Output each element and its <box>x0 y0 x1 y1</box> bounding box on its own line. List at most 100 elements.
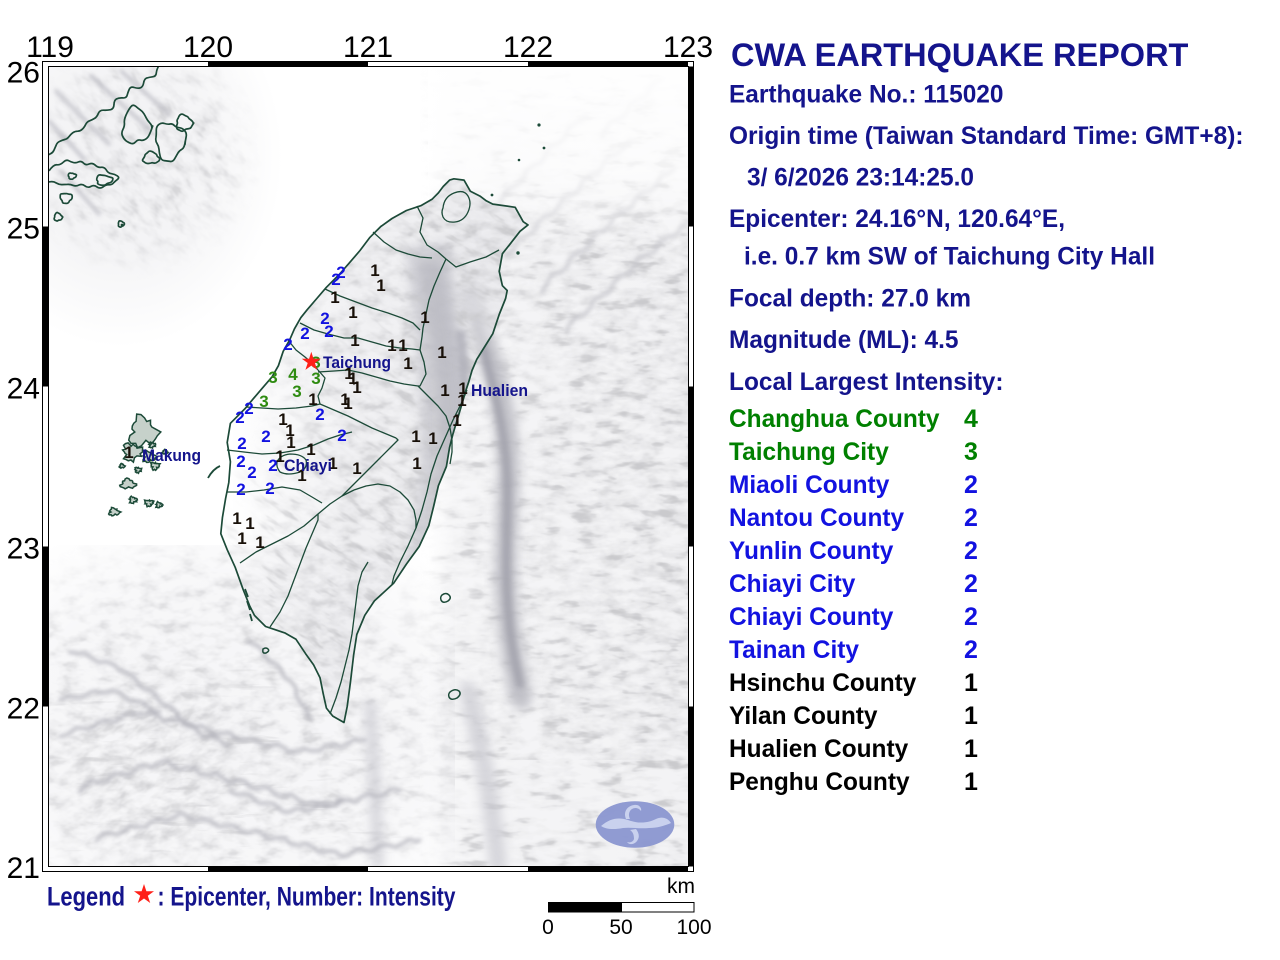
svg-text:Taichung: Taichung <box>323 354 391 372</box>
svg-text:: Epicenter, Number: Intensity: : Epicenter, Number: Intensity <box>158 882 456 912</box>
svg-text:Makung: Makung <box>142 447 201 465</box>
svg-text:2: 2 <box>324 322 333 341</box>
svg-text:1: 1 <box>420 308 429 327</box>
svg-text:1: 1 <box>411 427 420 446</box>
svg-text:Local Largest Intensity:: Local Largest Intensity: <box>729 368 1004 396</box>
svg-text:2: 2 <box>964 537 978 565</box>
svg-text:1: 1 <box>348 369 357 388</box>
svg-text:1: 1 <box>376 276 385 295</box>
svg-text:1: 1 <box>278 410 287 429</box>
svg-text:2: 2 <box>964 570 978 598</box>
svg-text:4: 4 <box>288 365 298 384</box>
svg-text:3: 3 <box>964 438 978 466</box>
svg-text:1: 1 <box>387 336 396 355</box>
svg-text:119: 119 <box>26 31 74 64</box>
svg-text:122: 122 <box>503 31 553 64</box>
svg-text:1: 1 <box>398 336 407 355</box>
svg-text:Chiayi County: Chiayi County <box>729 603 893 631</box>
svg-text:km: km <box>667 875 695 898</box>
svg-text:1: 1 <box>245 514 254 533</box>
svg-text:Chiayi: Chiayi <box>284 457 332 475</box>
svg-text:1: 1 <box>350 331 359 350</box>
svg-text:1: 1 <box>452 411 461 430</box>
svg-text:1: 1 <box>964 768 978 796</box>
svg-text:1: 1 <box>458 379 467 398</box>
svg-text:1: 1 <box>232 509 241 528</box>
svg-text:1: 1 <box>286 433 295 452</box>
svg-text:Epicenter: 24.16°N, 120.64°E,: Epicenter: 24.16°N, 120.64°E, <box>729 205 1065 233</box>
svg-text:CWA EARTHQUAKE REPORT: CWA EARTHQUAKE REPORT <box>731 37 1189 73</box>
svg-text:2: 2 <box>964 603 978 631</box>
svg-text:2: 2 <box>268 456 277 475</box>
svg-text:25: 25 <box>7 212 40 245</box>
svg-text:1: 1 <box>412 454 421 473</box>
svg-text:1: 1 <box>403 354 412 373</box>
svg-text:Chiayi City: Chiayi City <box>729 570 855 598</box>
svg-text:Taichung City: Taichung City <box>729 438 889 466</box>
svg-text:1: 1 <box>348 303 357 322</box>
svg-text:Focal depth: 27.0 km: Focal depth: 27.0 km <box>729 285 971 313</box>
svg-text:1: 1 <box>457 391 466 410</box>
svg-text:2: 2 <box>235 408 244 427</box>
svg-text:2: 2 <box>315 405 324 424</box>
svg-text:Yilan County: Yilan County <box>729 702 878 730</box>
svg-text:2: 2 <box>244 399 253 418</box>
svg-text:Penghu County: Penghu County <box>729 768 910 796</box>
svg-text:Miaoli County: Miaoli County <box>729 471 889 499</box>
svg-text:100: 100 <box>676 916 711 939</box>
svg-text:1: 1 <box>344 364 353 383</box>
svg-text:1: 1 <box>306 440 315 459</box>
svg-text:24: 24 <box>7 372 40 405</box>
svg-text:2: 2 <box>964 636 978 664</box>
svg-text:2: 2 <box>283 335 292 354</box>
svg-text:2: 2 <box>337 426 346 445</box>
svg-text:120: 120 <box>183 31 233 64</box>
svg-text:Earthquake No.: 115020: Earthquake No.: 115020 <box>729 81 1004 109</box>
svg-text:3: 3 <box>311 353 320 372</box>
svg-text:3: 3 <box>268 368 277 387</box>
svg-text:50: 50 <box>609 916 632 939</box>
svg-text:1: 1 <box>440 381 449 400</box>
svg-text:Hsinchu County: Hsinchu County <box>729 669 916 697</box>
svg-text:Tainan City: Tainan City <box>729 636 859 664</box>
svg-text:Nantou County: Nantou County <box>729 504 904 532</box>
svg-text:Hualien County: Hualien County <box>729 735 908 763</box>
svg-text:Changhua County: Changhua County <box>729 405 940 433</box>
svg-text:1: 1 <box>308 390 317 409</box>
svg-text:2: 2 <box>336 263 345 282</box>
svg-text:1: 1 <box>237 529 246 548</box>
svg-text:2: 2 <box>320 309 329 328</box>
svg-text:0: 0 <box>542 916 554 939</box>
svg-text:1: 1 <box>964 702 978 730</box>
svg-text:i.e. 0.7 km SW of Taichung Cit: i.e. 0.7 km SW of Taichung City Hall <box>744 243 1155 271</box>
svg-text:1: 1 <box>370 261 379 280</box>
svg-text:2: 2 <box>261 427 270 446</box>
svg-text:Hualien: Hualien <box>471 382 528 400</box>
svg-text:1: 1 <box>285 421 294 440</box>
svg-text:26: 26 <box>7 56 40 89</box>
svg-text:2: 2 <box>236 452 245 471</box>
svg-text:1: 1 <box>328 454 337 473</box>
svg-text:123: 123 <box>663 31 713 64</box>
svg-text:Magnitude (ML): 4.5: Magnitude (ML): 4.5 <box>729 326 959 354</box>
svg-text:2: 2 <box>236 480 245 499</box>
svg-text:21: 21 <box>7 852 40 885</box>
svg-text:1: 1 <box>964 735 978 763</box>
svg-text:3: 3 <box>311 369 320 388</box>
svg-text:1: 1 <box>352 378 361 397</box>
svg-text:3/ 6/2026 23:14:25.0: 3/ 6/2026 23:14:25.0 <box>747 164 974 192</box>
svg-text:2: 2 <box>265 479 274 498</box>
svg-text:2: 2 <box>247 463 256 482</box>
svg-text:3: 3 <box>259 392 268 411</box>
svg-text:Legend: Legend <box>47 882 125 912</box>
svg-text:2: 2 <box>237 434 246 453</box>
svg-text:1: 1 <box>330 288 339 307</box>
svg-text:3: 3 <box>292 382 301 401</box>
svg-text:2: 2 <box>964 471 978 499</box>
svg-text:1: 1 <box>964 669 978 697</box>
svg-text:2: 2 <box>331 270 340 289</box>
svg-text:1: 1 <box>343 394 352 413</box>
svg-text:4: 4 <box>964 405 978 433</box>
svg-text:Yunlin County: Yunlin County <box>729 537 893 565</box>
svg-text:121: 121 <box>343 31 393 64</box>
